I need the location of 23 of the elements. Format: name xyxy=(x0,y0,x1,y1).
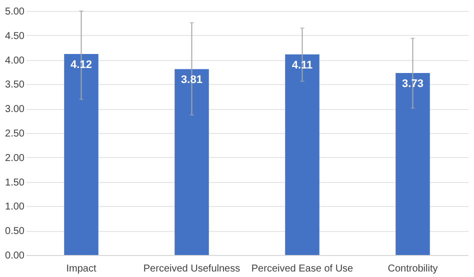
y-tick-label: 2.50 xyxy=(5,128,25,140)
data-label: 4.12 xyxy=(70,58,92,71)
y-tick-label: 4.00 xyxy=(5,55,25,66)
x-tick-label: Perceived Ease of Use xyxy=(251,264,354,274)
y-tick-label: 0.00 xyxy=(5,250,25,262)
y-tick-label: 3.50 xyxy=(5,80,25,91)
x-tick-label: Perceived Usefulness xyxy=(143,264,240,274)
y-tick-label: 4.50 xyxy=(5,30,25,42)
y-tick-label: 2.00 xyxy=(5,152,25,164)
y-tick-label: 1.50 xyxy=(5,177,25,188)
y-tick-label: 3.00 xyxy=(5,104,25,116)
bar xyxy=(64,54,98,255)
data-label: 4.11 xyxy=(292,59,313,72)
bar xyxy=(285,54,320,255)
bar xyxy=(174,69,209,255)
y-tick-label: 5.00 xyxy=(5,6,25,18)
x-tick-label: Impact xyxy=(66,264,96,274)
data-label: 3.73 xyxy=(402,78,424,90)
data-label: 3.81 xyxy=(181,74,202,86)
x-tick-label: Controbility xyxy=(388,264,438,274)
y-tick-label: 0.50 xyxy=(5,226,25,238)
y-tick-label: 1.00 xyxy=(5,202,25,213)
bar xyxy=(396,72,430,255)
